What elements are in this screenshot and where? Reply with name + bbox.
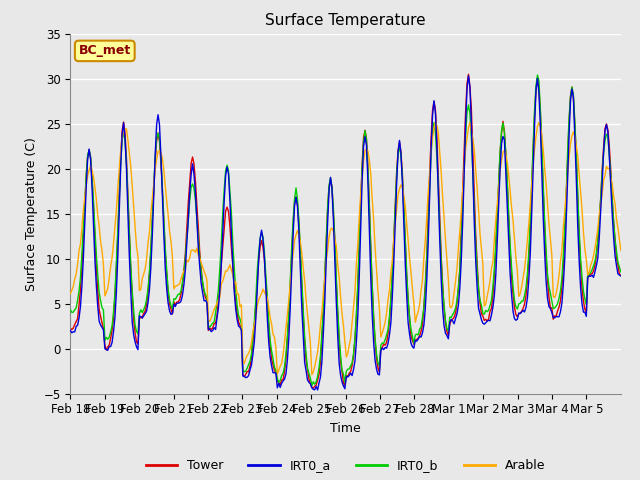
IRT0_a	[314, 387, 321, 393]
Title: Surface Temperature: Surface Temperature	[266, 13, 426, 28]
IRT0_b	[460, 167, 468, 173]
IRT0_a	[67, 328, 74, 334]
Arable	[67, 291, 74, 297]
IRT0_b	[85, 147, 93, 153]
Tower	[85, 147, 93, 153]
Tower	[465, 72, 472, 77]
Tower	[460, 148, 468, 154]
IRT0_a	[616, 272, 623, 278]
IRT0_b	[534, 72, 541, 78]
IRT0_a	[460, 169, 468, 175]
X-axis label: Time: Time	[330, 422, 361, 435]
Tower	[616, 271, 623, 277]
IRT0_a	[465, 73, 472, 79]
IRT0_b	[67, 307, 74, 313]
Arable	[543, 200, 551, 206]
IRT0_a	[102, 347, 110, 352]
Line: Arable: Arable	[70, 122, 621, 375]
IRT0_b	[102, 335, 110, 340]
IRT0_b	[351, 336, 359, 342]
IRT0_b	[617, 269, 625, 275]
Arable	[102, 289, 110, 295]
Line: IRT0_a: IRT0_a	[70, 76, 621, 390]
Line: Tower: Tower	[70, 74, 621, 388]
Tower	[617, 273, 625, 278]
Tower	[351, 336, 359, 342]
Line: IRT0_b: IRT0_b	[70, 75, 621, 386]
IRT0_b	[616, 264, 623, 270]
Text: BC_met: BC_met	[79, 44, 131, 58]
Arable	[617, 248, 625, 253]
Arable	[308, 372, 316, 378]
Tower	[309, 385, 317, 391]
IRT0_a	[543, 295, 551, 301]
Tower	[543, 277, 551, 283]
IRT0_b	[308, 383, 316, 389]
Y-axis label: Surface Temperature (C): Surface Temperature (C)	[25, 137, 38, 290]
Tower	[67, 325, 74, 331]
IRT0_b	[543, 271, 551, 277]
Arable	[351, 289, 359, 295]
Arable	[616, 237, 623, 242]
IRT0_a	[351, 358, 359, 364]
Tower	[102, 347, 110, 353]
IRT0_a	[617, 273, 625, 279]
Legend: Tower, IRT0_a, IRT0_b, Arable: Tower, IRT0_a, IRT0_b, Arable	[141, 455, 550, 477]
Arable	[461, 146, 469, 152]
IRT0_a	[85, 146, 93, 152]
Arable	[431, 119, 439, 125]
Arable	[85, 167, 93, 173]
